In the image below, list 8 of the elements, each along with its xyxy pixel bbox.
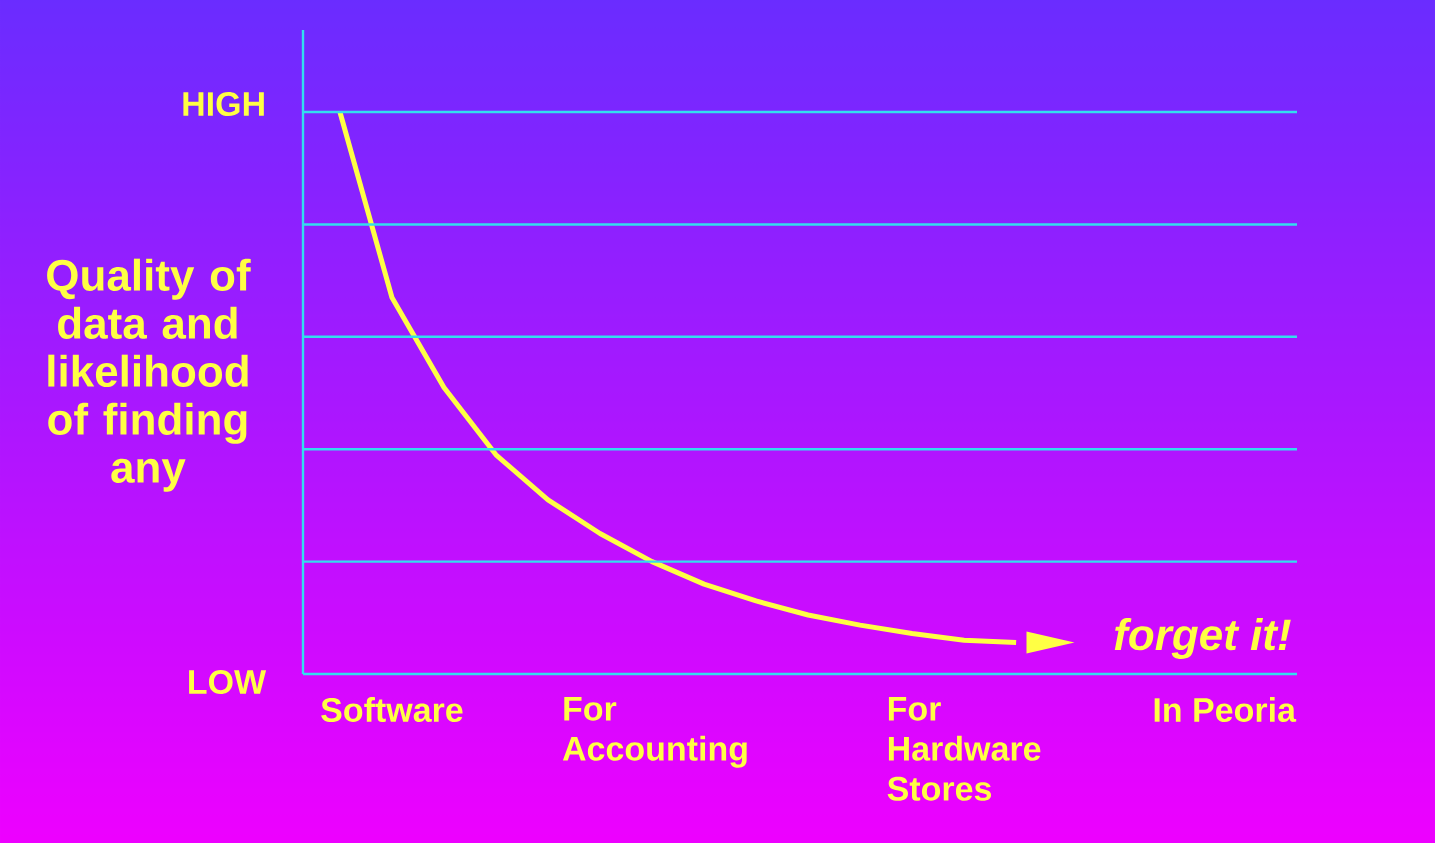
text: HIGH xyxy=(183,92,264,117)
x-tick-label: Software xyxy=(321,697,463,723)
y-axis-title: Quality of data and likelihood of finding any xyxy=(47,258,251,492)
text: LOW xyxy=(189,669,267,695)
x-tick-label: For Hardware Stores xyxy=(887,697,1041,801)
x-tick-label: For Accounting xyxy=(562,697,747,768)
x-tick-label: In Peoria xyxy=(1154,697,1297,723)
annotation: forget it! xyxy=(1114,618,1291,660)
